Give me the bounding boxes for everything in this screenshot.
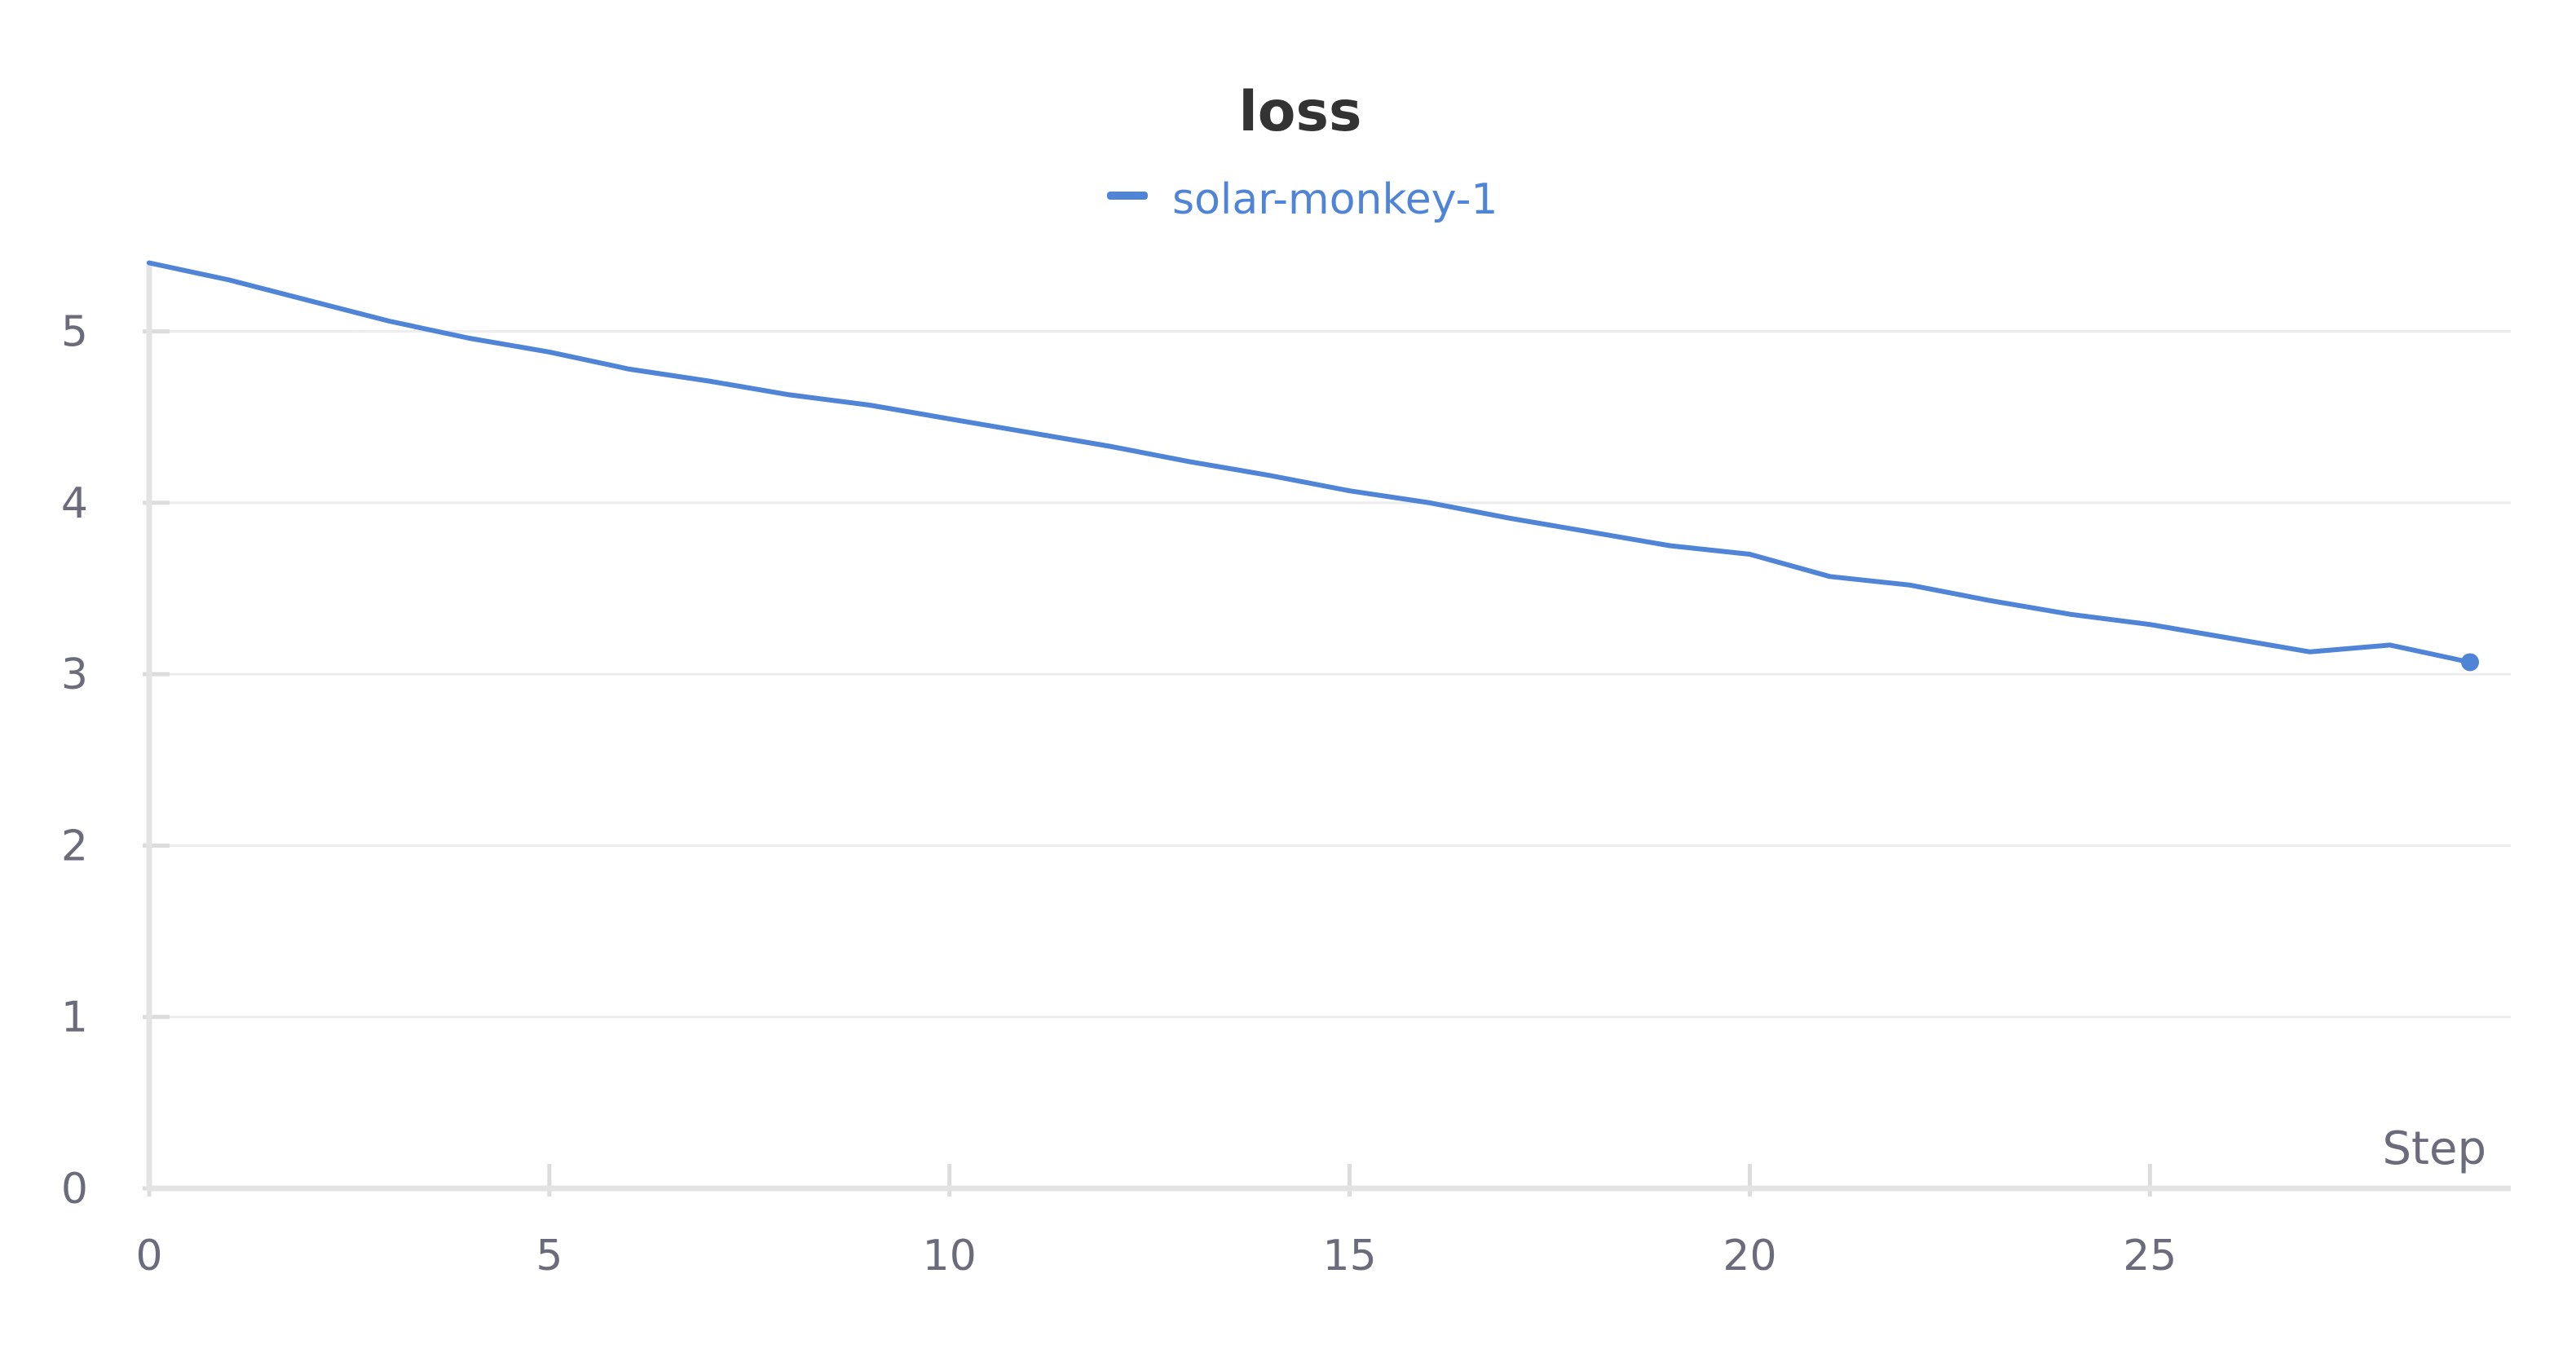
y-tick-label: 3 [61, 650, 88, 699]
y-axis: 0 1 2 3 4 5 [61, 308, 170, 1214]
x-tick-label: 15 [1323, 1232, 1377, 1280]
x-tick-label: 25 [2123, 1232, 2177, 1280]
series-end-marker[interactable] [2461, 653, 2479, 672]
y-tick-label: 2 [61, 822, 88, 870]
x-axis: 0 5 10 15 20 25 [135, 1164, 2177, 1280]
chart-title: loss [1239, 80, 1362, 144]
x-tick-label: 10 [923, 1232, 977, 1280]
y-tick-label: 0 [61, 1165, 88, 1214]
y-tick-label: 1 [61, 994, 88, 1042]
y-tick-label: 5 [61, 308, 88, 357]
series-line-solar-monkey-1[interactable] [147, 260, 2472, 665]
y-tick-label: 4 [61, 479, 88, 528]
x-tick-label: 20 [1722, 1232, 1776, 1280]
x-axis-label: Step [2382, 1122, 2486, 1175]
x-tick-label: 0 [135, 1232, 162, 1280]
legend[interactable]: solar-monkey-1 [1107, 175, 1498, 224]
grid-lines [149, 330, 2511, 1019]
x-tick-label: 5 [536, 1232, 562, 1280]
legend-swatch [1107, 192, 1148, 200]
legend-label: solar-monkey-1 [1172, 175, 1498, 224]
